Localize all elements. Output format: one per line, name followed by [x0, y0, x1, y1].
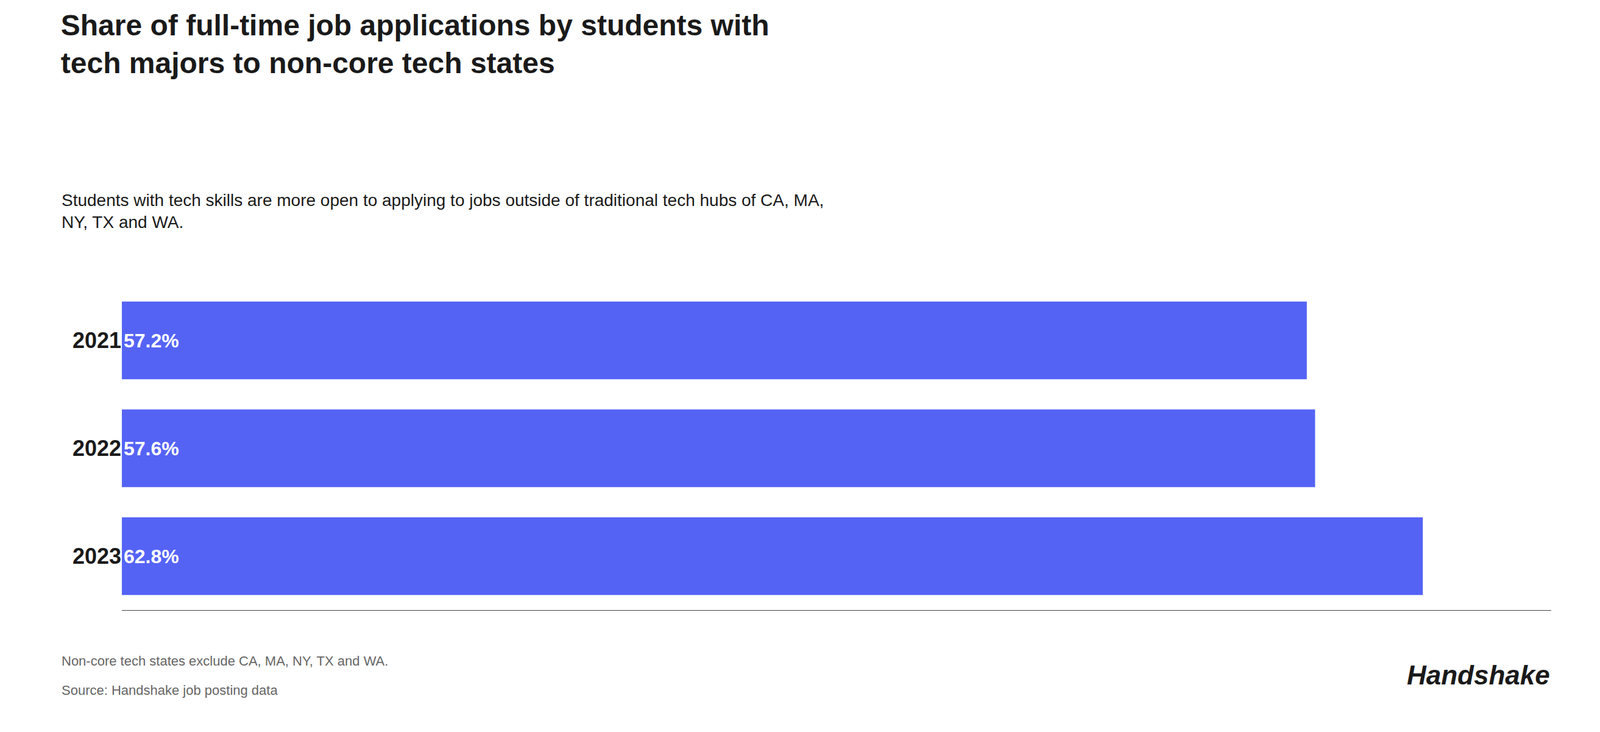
- svg-text:Handshake: Handshake: [1406, 659, 1551, 690]
- svg-text:2022: 2022: [72, 435, 122, 461]
- svg-text:57.2%: 57.2%: [123, 329, 180, 352]
- svg-text:2021: 2021: [72, 327, 122, 353]
- svg-text:2023: 2023: [72, 543, 122, 569]
- svg-text:62.8%: 62.8%: [123, 545, 180, 568]
- svg-text:Share of full-time job applica: Share of full-time job applications by s…: [60, 9, 770, 80]
- svg-text:57.6%: 57.6%: [123, 437, 180, 460]
- svg-text:Non-core tech states exclude C: Non-core tech states exclude CA, MA, NY,…: [61, 653, 389, 669]
- svg-text:Source: Handshake job posting: Source: Handshake job posting data: [61, 682, 278, 698]
- svg-text:Students with tech skills are: Students with tech skills are more open …: [61, 190, 824, 232]
